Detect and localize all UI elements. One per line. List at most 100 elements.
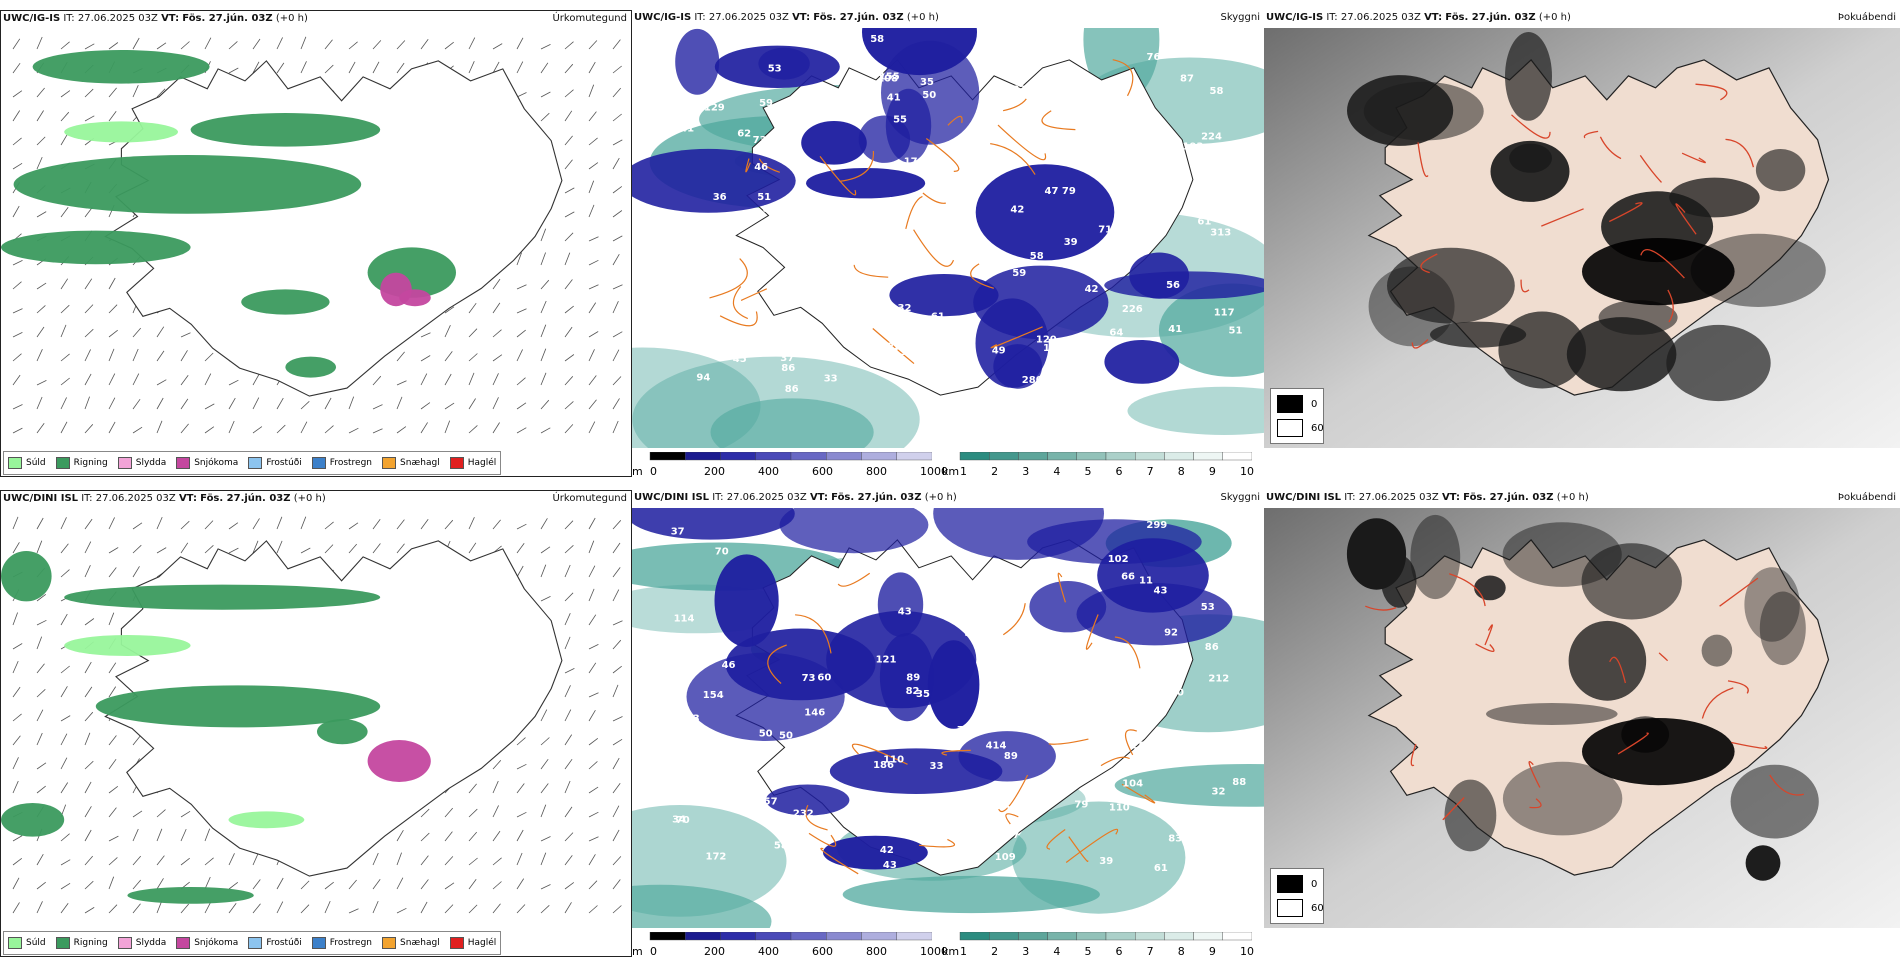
it-label: IT: xyxy=(81,493,93,504)
legend-swatch xyxy=(311,457,326,469)
scale-tick: 600 xyxy=(812,945,833,955)
precip-type-legend: Súld Rigning Slydda Snjókoma Frostúði Frostre… xyxy=(3,451,502,475)
cloud-base-value: 47 xyxy=(783,766,797,777)
legend-label: Snjókoma xyxy=(194,458,239,468)
scale-tick: 4 xyxy=(1053,945,1061,955)
roads xyxy=(1365,573,1804,821)
cloud-base-value: 86 xyxy=(1205,642,1219,653)
scale-tick: 5 xyxy=(1084,465,1092,475)
vt-value: Fös. 27.jún. 03Z xyxy=(831,492,922,503)
cloud-base-value: 84 xyxy=(763,204,777,215)
cloud-base-value: 64 xyxy=(1147,135,1161,146)
cloud-base-value: 209 xyxy=(1132,741,1153,752)
it-label: IT: xyxy=(1326,12,1338,23)
legend-swatch xyxy=(55,937,70,949)
legend-label: Snæhagl xyxy=(400,938,440,948)
cloud-base-value: 99 xyxy=(1168,664,1182,675)
scale-tick: 6 xyxy=(1115,465,1123,475)
panel-title: Skyggni xyxy=(1220,12,1260,23)
legend-item: Frostregn xyxy=(311,937,372,949)
cloud-base-value: 145 xyxy=(1043,343,1064,354)
cloud-base-value: 43 xyxy=(898,606,912,617)
cloud-base-value: 41 xyxy=(1168,324,1182,335)
panel-header: UWC/IG-IS IT: 27.06.2025 03Z VT: Fös. 27… xyxy=(632,10,1264,26)
cloud-base-value: 70 xyxy=(715,546,729,557)
cloud-base-value: 52 xyxy=(964,628,978,639)
scale-tick: 6 xyxy=(1115,945,1123,955)
cloud-base-value: 33 xyxy=(808,581,822,592)
cloud-base-value: 63 xyxy=(843,291,857,302)
fog-index-legend: 0 60 xyxy=(1270,868,1324,924)
model-name: UWC/DINI ISL xyxy=(1266,492,1342,503)
cloud-base-value: 76 xyxy=(957,725,971,736)
cloud-base-value: 105 xyxy=(805,580,826,591)
scale-tick: 9 xyxy=(1208,945,1216,955)
scale-tick: 2 xyxy=(991,465,999,475)
cloud-base-value: 37 xyxy=(780,353,794,364)
fog-index-map xyxy=(1264,28,1900,448)
lead-time: (+0 h) xyxy=(275,13,308,24)
panel-title: Úrkomutegund xyxy=(552,493,627,504)
cloud-base-value: 59 xyxy=(1012,268,1026,279)
scale-tick: 400 xyxy=(758,465,779,475)
cloud-base-value: 108 xyxy=(1005,805,1026,816)
cloud-base-value: 280 xyxy=(1022,375,1043,386)
cloud-base-value: 99 xyxy=(997,589,1011,600)
fog-panel: UWC/IG-IS IT: 27.06.2025 03Z VT: Fös. 27… xyxy=(1264,10,1900,475)
cloud-base-value: 232 xyxy=(793,809,814,820)
cloud-base-value: 34 xyxy=(672,814,686,825)
cloud-base-value: 129 xyxy=(704,102,725,113)
model-name: UWC/IG-IS xyxy=(1266,12,1324,23)
cloud-base-value: 66 xyxy=(897,244,911,255)
cloud-base-value: 33 xyxy=(930,761,944,772)
scale-tick: 3 xyxy=(1022,945,1030,955)
lead-time: (+0 h) xyxy=(293,493,326,504)
cloud-base-value: 47 xyxy=(1045,186,1059,197)
vt-value: Fös. 27.jún. 03Z xyxy=(813,12,904,23)
low-cloud-areas xyxy=(632,28,1264,389)
cloud-base-value: 118 xyxy=(935,567,956,578)
cloud-base-value: 43 xyxy=(883,860,897,871)
cloud-base-values: 145 155 178 138 145 117 87 94 93 55 56 41 38 36 86 79 84… xyxy=(666,34,1242,395)
it-label: IT: xyxy=(63,13,75,24)
scale-tick: 600 xyxy=(812,465,833,475)
vt-value: Fös. 27.jún. 03Z xyxy=(1463,492,1554,503)
vt-label: VT: xyxy=(178,493,197,504)
cloud-base-value: 257 xyxy=(757,796,778,807)
legend-label: Frostregn xyxy=(329,458,373,468)
cloud-base-value: 309 xyxy=(863,204,884,215)
legend-swatch xyxy=(248,457,263,469)
cloud-base-value: 57 xyxy=(860,806,874,817)
cloud-base-value: 43 xyxy=(863,724,877,735)
cloud-base-value: 33 xyxy=(824,374,838,385)
scale-tick: 10 xyxy=(1240,465,1254,475)
legend-item: Snjókoma xyxy=(176,457,238,469)
legend-label: Súld xyxy=(26,938,46,948)
cloud-base-value: 71 xyxy=(1098,225,1112,236)
legend-swatch xyxy=(1277,875,1303,893)
legend-item: 60 xyxy=(1277,419,1324,437)
cloud-base-value: 108 xyxy=(918,333,939,344)
legend-label: 60 xyxy=(1311,422,1324,434)
cloud-base-value: 70 xyxy=(676,815,690,826)
cloud-base-value: 43 xyxy=(1154,585,1168,596)
cloud-visibility-map: 232 299 37 123 110 92 121 146 76 89 39 33 29 95 89 70 59… xyxy=(632,508,1264,928)
roads xyxy=(709,59,1134,365)
cloud-base-value: 313 xyxy=(1210,228,1231,239)
precip-areas xyxy=(1,50,456,378)
cloud-base-value: 41 xyxy=(760,334,774,345)
cloud-base-value: 51 xyxy=(1229,326,1243,337)
scale-tick: 7 xyxy=(1146,945,1154,955)
cloud-base-value: 54 xyxy=(742,765,756,776)
cloud-base-value: 224 xyxy=(1201,132,1222,143)
vt-value: Fös. 27.jún. 03Z xyxy=(1445,12,1536,23)
cloud-base-value: 108 xyxy=(877,73,898,84)
cloud-base-value: 95 xyxy=(820,604,834,615)
it-value: 27.06.2025 03Z xyxy=(77,13,158,24)
model-name: UWC/IG-IS xyxy=(634,12,692,23)
cloud-base-value: 39 xyxy=(1064,237,1078,248)
cloud-base-value: 63 xyxy=(784,757,798,768)
legend-label: 0 xyxy=(1311,398,1318,410)
legend-swatch xyxy=(117,937,132,949)
cloud-base-value: 110 xyxy=(1109,803,1130,814)
